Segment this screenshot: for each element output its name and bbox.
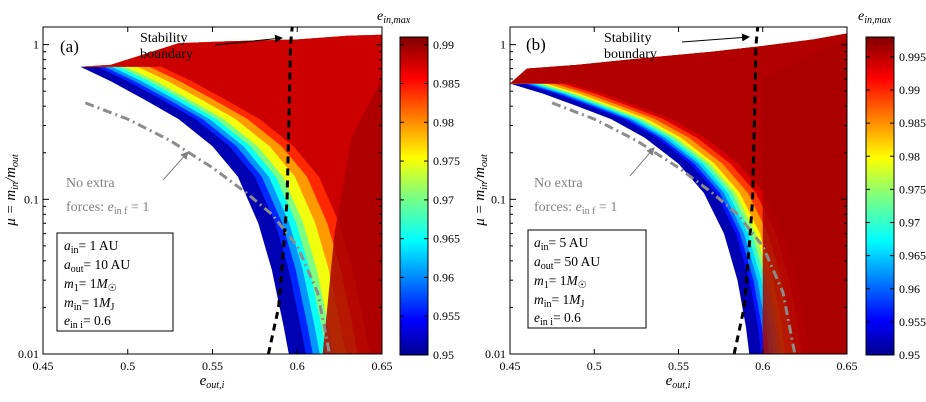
x-axis-label-a: eout,i — [200, 373, 225, 391]
svg-text:min= 1MJ: min= 1MJ — [64, 295, 115, 313]
stability-arrow-a — [214, 34, 283, 46]
stability-label-b: Stability boundary — [604, 31, 657, 62]
svg-text:ein,max: ein,max — [377, 9, 411, 26]
heatmap-region-a — [80, 32, 382, 354]
x-tick-label: 0.55 — [668, 359, 689, 373]
colorbar-tick-label: 0.955 — [433, 309, 460, 323]
colorbar-tick-label: 0.96 — [899, 282, 920, 296]
y-axis-label-a: μ = min/mout — [3, 154, 21, 227]
x-tick-label: 0.45 — [500, 359, 521, 373]
x-tick-label: 0.6 — [755, 359, 770, 373]
curves-b — [551, 27, 797, 354]
colorbar-tick-label: 0.95 — [899, 348, 920, 362]
colorbar-tick-label: 0.97 — [899, 216, 920, 230]
x-tick-label: 0.65 — [372, 359, 393, 373]
x-tick-label: 0.55 — [202, 359, 223, 373]
colorbar-tick-label: 0.985 — [433, 77, 460, 91]
colorbar-tick-label: 0.95 — [433, 348, 454, 362]
x-tick-label: 0.65 — [837, 359, 858, 373]
x-tick-label: 0.45 — [33, 359, 54, 373]
svg-text:min= 1MJ: min= 1MJ — [534, 292, 585, 310]
svg-text:ein i= 0.6: ein i= 0.6 — [534, 310, 581, 328]
svg-text:ein i= 0.6: ein i= 0.6 — [64, 313, 111, 331]
no-extra-forces-curve — [84, 101, 331, 354]
y-tick-label: 0.01 — [18, 347, 39, 361]
colorbar-tick-label: 0.96 — [433, 270, 454, 284]
colorbar-tick-label: 0.965 — [899, 249, 926, 263]
colorbar-tick-label: 0.975 — [433, 154, 460, 168]
x-tick-label: 0.5 — [587, 359, 602, 373]
panel-label-b: (b) — [526, 35, 546, 54]
contour-band-dark — [322, 78, 382, 354]
stability-label-a: Stability boundary — [140, 31, 193, 62]
y-tick-label: 1 — [33, 38, 39, 52]
stability-boundary-line — [266, 27, 294, 354]
no-extra-forces-curve — [551, 101, 797, 354]
no-extra-label-b: No extra forces: ein f = 1 — [534, 176, 617, 217]
svg-text:aout= 10 AU: aout= 10 AU — [64, 257, 130, 275]
colorbar-tick-label: 0.955 — [899, 315, 926, 329]
panel-a: 0.45 0.5 0.55 0.6 0.65 0.01 0.1 1 (a) eout,i μ … — [3, 9, 460, 391]
params-box-b: ain= 5 AU aout= 50 AU m1= 1M☉ min= 1MJ e… — [527, 229, 647, 329]
no-extra-arrow-b — [629, 147, 655, 177]
no-extra-label-a: No extra forces: ein f = 1 — [66, 176, 149, 217]
svg-text:boundary: boundary — [140, 47, 193, 62]
heatmap-region-b — [510, 31, 847, 354]
colorbar-b: 0.95 0.955 0.96 0.965 0.97 0.975 0.98 0.985 0.99… — [858, 9, 926, 362]
svg-text:m1= 1M☉: m1= 1M☉ — [534, 273, 587, 291]
stability-arrow-b — [681, 33, 750, 43]
colorbar-tick-label: 0.985 — [899, 116, 926, 130]
y-tick-label: 0.01 — [485, 347, 506, 361]
contour-band — [80, 32, 382, 354]
colorbar-tick-label: 0.99 — [433, 38, 454, 52]
params-box-a: ain= 1 AU aout= 10 AU m1= 1M☉ min= 1MJ e… — [56, 232, 174, 332]
panel-b: 0.45 0.5 0.55 0.6 0.65 0.01 0.1 1 (b) eout,i μ … — [472, 9, 926, 391]
svg-text:m1= 1M☉: m1= 1M☉ — [64, 276, 117, 294]
x-axis-label-b: eout,i — [666, 373, 691, 391]
svg-text:forces: ein f = 1: forces: ein f = 1 — [66, 200, 149, 217]
stability-boundary-line — [732, 27, 760, 354]
colorbar-tick-label: 0.965 — [433, 232, 460, 246]
svg-text:boundary: boundary — [604, 47, 657, 62]
colorbar-tick-label: 0.99 — [899, 83, 920, 97]
svg-text:ein,max: ein,max — [858, 9, 892, 26]
y-tick-label: 0.1 — [491, 192, 506, 206]
panel-label-a: (a) — [60, 37, 79, 56]
ticks-b: 0.45 0.5 0.55 0.6 0.65 0.01 0.1 1 — [485, 27, 858, 373]
colorbar-tick-label: 0.98 — [433, 115, 454, 129]
svg-text:ain= 1 AU: ain= 1 AU — [64, 238, 119, 256]
curves-a — [84, 27, 331, 354]
colorbar-tick-label: 0.97 — [433, 193, 454, 207]
y-tick-label: 0.1 — [24, 192, 39, 206]
colorbar-tick-label: 0.975 — [899, 182, 926, 196]
colorbar-tick-label: 0.98 — [899, 149, 920, 163]
x-tick-label: 0.5 — [120, 359, 135, 373]
svg-text:Stability: Stability — [140, 31, 187, 46]
colorbar-a: 0.95 0.955 0.96 0.965 0.97 0.975 0.98 0.985 0.99… — [377, 9, 460, 362]
svg-text:Stability: Stability — [604, 31, 651, 46]
svg-text:aout= 50 AU: aout= 50 AU — [534, 254, 600, 272]
contour-band-dark — [762, 38, 847, 354]
svg-text:ain= 5 AU: ain= 5 AU — [534, 235, 589, 253]
ticks-a: 0.45 0.5 0.55 0.6 0.65 0.01 0.1 1 — [18, 27, 393, 373]
svg-text:forces: ein f = 1: forces: ein f = 1 — [534, 200, 617, 217]
svg-text:No extra: No extra — [534, 176, 583, 191]
no-extra-arrow-a — [162, 151, 189, 181]
x-tick-label: 0.6 — [290, 359, 305, 373]
y-axis-label-b: μ = min/mout — [472, 154, 490, 227]
svg-text:No extra: No extra — [66, 176, 115, 191]
y-tick-label: 1 — [500, 38, 506, 52]
colorbar-tick-label: 0.995 — [899, 50, 926, 64]
